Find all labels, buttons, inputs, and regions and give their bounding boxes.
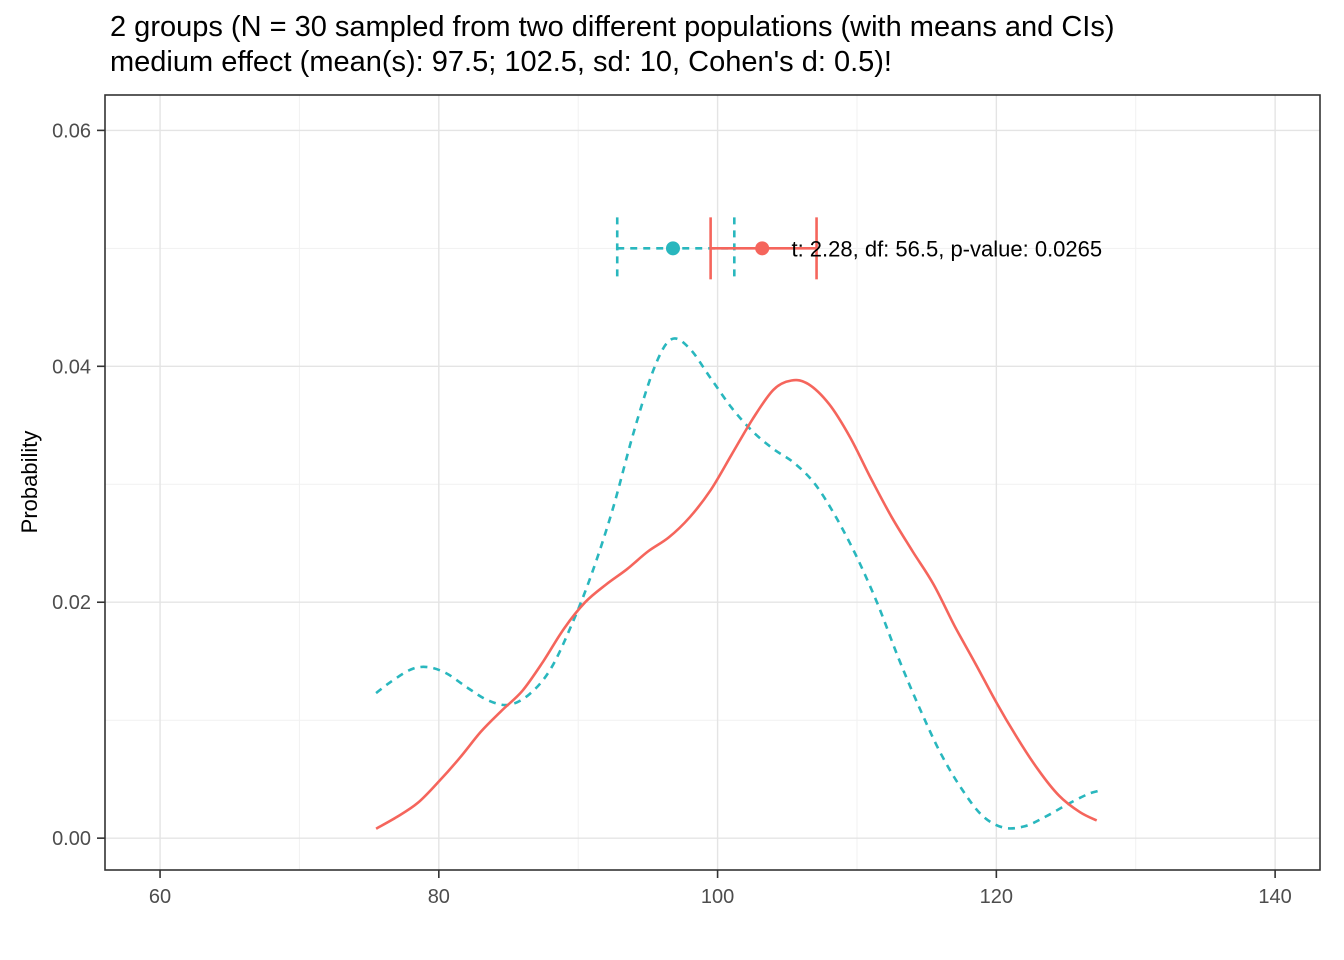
stats-annotation: t: 2.28, df: 56.5, p-value: 0.0265 [791,236,1102,261]
y-tick-label: 0.06 [52,120,91,142]
panel-background [105,95,1320,870]
x-tick-label: 140 [1258,886,1291,908]
group-2-ci-errorbar [709,217,818,280]
group-2-ci-mean-point [755,241,770,256]
x-tick-label: 100 [701,886,734,908]
chart-title-line1: 2 groups (N = 30 sampled from two differ… [110,11,1115,43]
group-1-ci-mean-point [665,241,680,256]
y-tick-label: 0.02 [52,592,91,614]
y-tick-label: 0.04 [52,356,91,378]
chart-title: 2 groups (N = 30 sampled from two differ… [110,10,1115,80]
panel-border [104,94,1321,871]
chart-title-line2: medium effect (mean(s): 97.5; 102.5, sd:… [110,46,892,78]
x-tick-label: 80 [428,886,450,908]
group-2-density-curve [375,378,1098,830]
group-1-density-curve [375,337,1099,830]
y-tick-label: 0.00 [52,828,91,850]
plot-panel: t: 2.28, df: 56.5, p-value: 0.0265 60 80 10… [52,94,1321,908]
x-tick-label: 120 [980,886,1013,908]
x-tick-label: 60 [149,886,171,908]
